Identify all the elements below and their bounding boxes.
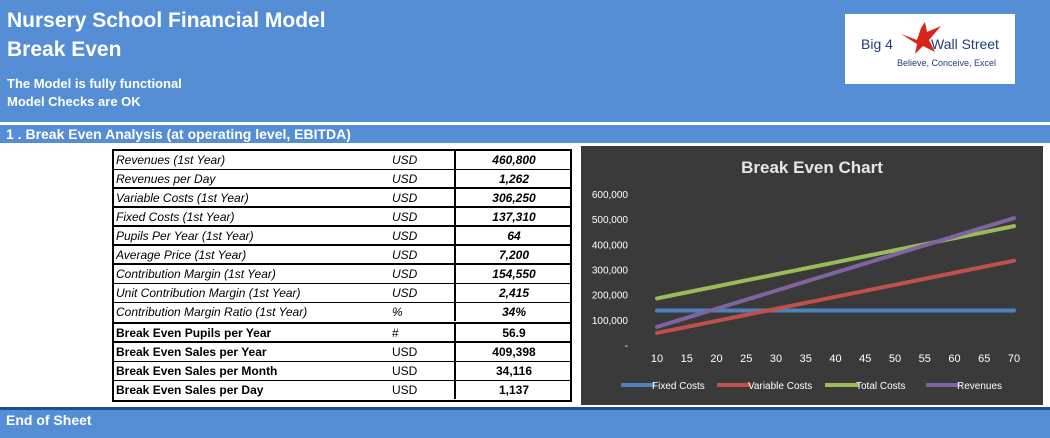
x-tick-label: 35 [800, 353, 812, 365]
row-value[interactable]: 460,800 [454, 151, 572, 169]
row-unit: USD [392, 345, 418, 359]
table-row: Revenues (1st Year) USD 460,800 [114, 151, 570, 170]
legend-entry: Revenues [957, 381, 1002, 392]
table-row: Break Even Sales per Month USD 34,116 [114, 362, 570, 381]
row-label: Revenues (1st Year) [116, 153, 226, 167]
table-row: Break Even Sales per Day USD 1,137 [114, 381, 570, 400]
row-label: Average Price (1st Year) [116, 248, 247, 262]
table-row: Contribution Margin Ratio (1st Year)% 34% [114, 303, 570, 322]
model-checks-status: Model Checks are OK [7, 94, 141, 109]
row-label: Fixed Costs (1st Year) [116, 210, 235, 224]
series-line-variable-costs[interactable] [655, 258, 1016, 335]
end-of-sheet-label: End of Sheet [6, 412, 92, 428]
sheet-title: Break Even [7, 38, 122, 61]
table-row: Break Even Pupils per Year #56.9 [114, 324, 570, 343]
x-tick-label: 25 [740, 353, 752, 365]
row-value[interactable]: 56.9 [454, 324, 572, 342]
y-tick-label: 600,000 [592, 190, 629, 201]
row-label: Contribution Margin (1st Year) [116, 267, 276, 281]
x-tick-label: 10 [651, 353, 663, 365]
row-label: Break Even Sales per Year [116, 345, 267, 359]
row-unit: USD [392, 286, 418, 300]
section-title: 1 . Break Even Analysis (at operating le… [6, 126, 351, 142]
x-tick-label: 45 [859, 353, 871, 365]
row-unit: USD [392, 248, 418, 262]
row-unit: USD [392, 172, 418, 186]
row-value[interactable]: 34,116 [454, 362, 572, 380]
header-band: Nursery School Financial Model Break Eve… [0, 0, 1050, 122]
x-tick-label: 70 [1008, 353, 1020, 365]
row-unit: USD [392, 364, 418, 378]
break-even-results-table: Break Even Pupils per Year #56.9 Break Ev… [112, 322, 572, 402]
row-unit: USD [392, 267, 418, 281]
row-unit: USD [392, 191, 418, 205]
table-row: Fixed Costs (1st Year) USD 137,310 [114, 208, 570, 227]
row-value[interactable]: 7,200 [454, 246, 572, 264]
table-row: Break Even Sales per Year USD 409,398 [114, 343, 570, 362]
row-label: Break Even Sales per Day [116, 383, 264, 397]
row-value[interactable]: 64 [454, 227, 572, 245]
y-tick-label: 500,000 [592, 215, 629, 226]
row-label: Variable Costs (1st Year) [116, 191, 249, 205]
y-tick-label: 200,000 [592, 291, 629, 302]
table-row: Unit Contribution Margin (1st Year) USD 2,… [114, 284, 570, 303]
row-unit: USD [392, 229, 418, 243]
row-value[interactable]: 1,137 [454, 381, 572, 399]
row-value[interactable]: 137,310 [454, 208, 572, 226]
x-tick-label: 40 [829, 353, 841, 365]
x-tick-label: 65 [978, 353, 990, 365]
model-status: The Model is fully functional [7, 76, 182, 91]
model-title: Nursery School Financial Model [7, 9, 326, 32]
row-value[interactable]: 306,250 [454, 189, 572, 207]
row-label: Break Even Sales per Month [116, 364, 278, 378]
table-row: Variable Costs (1st Year) USD 306,250 [114, 189, 570, 208]
y-tick-label: 100,000 [592, 316, 629, 327]
row-unit: USD [392, 153, 418, 167]
eagle-icon [901, 22, 941, 54]
x-tick-label: 15 [681, 353, 693, 365]
section-header: 1 . Break Even Analysis (at operating le… [0, 125, 1050, 143]
y-tick-label: 300,000 [592, 266, 629, 277]
x-tick-label: 60 [948, 353, 960, 365]
legend-entry: Variable Costs [748, 381, 812, 392]
y-tick-label: - [625, 341, 628, 352]
x-tick-label: 20 [710, 353, 722, 365]
logo-text-wall-street: Wall Street [931, 36, 999, 52]
row-unit: # [392, 326, 399, 340]
row-label: Revenues per Day [116, 172, 216, 186]
series-line-revenues[interactable] [655, 216, 1016, 329]
legend-entry: Fixed Costs [652, 381, 705, 392]
row-value[interactable]: 1,262 [454, 170, 572, 188]
row-label: Break Even Pupils per Year [116, 326, 272, 340]
row-value[interactable]: 2,415 [454, 284, 572, 302]
legend-entry: Total Costs [856, 381, 905, 392]
row-unit: USD [392, 210, 418, 224]
row-label: Contribution Margin Ratio (1st Year) [116, 305, 308, 319]
company-logo: Big 4 Wall Street Believe, Conceive, Exc… [845, 14, 1015, 84]
footer-band: End of Sheet [0, 407, 1050, 438]
series-line-total-costs[interactable] [655, 224, 1016, 301]
x-tick-label: 50 [889, 353, 901, 365]
chart-canvas: Break Even Chart 600,000 500,000 400,000 30… [592, 158, 1020, 392]
table-row: Contribution Margin (1st Year) USD 154,550 [114, 265, 570, 284]
row-value[interactable]: 34% [454, 303, 572, 321]
row-unit: USD [392, 383, 418, 397]
chart-title: Break Even Chart [741, 158, 883, 177]
table-row: Pupils Per Year (1st Year) USD 64 [114, 227, 570, 246]
logo-tagline: Believe, Conceive, Excel [897, 58, 997, 68]
row-label: Unit Contribution Margin (1st Year) [116, 286, 301, 300]
inputs-table: Revenues (1st Year) USD 460,800 Revenues p… [112, 149, 572, 324]
table-row: Revenues per Day USD 1,262 [114, 170, 570, 189]
row-value[interactable]: 409,398 [454, 343, 572, 361]
row-unit: % [392, 305, 403, 319]
table-row: Average Price (1st Year) USD 7,200 [114, 246, 570, 265]
x-tick-label: 55 [919, 353, 931, 365]
row-label: Pupils Per Year (1st Year) [116, 229, 254, 243]
logo-text-big4: Big 4 [861, 36, 893, 52]
y-tick-label: 400,000 [592, 240, 629, 251]
x-tick-label: 30 [770, 353, 782, 365]
row-value[interactable]: 154,550 [454, 265, 572, 283]
break-even-chart[interactable]: Break Even Chart 600,000 500,000 400,000 30… [581, 146, 1043, 405]
